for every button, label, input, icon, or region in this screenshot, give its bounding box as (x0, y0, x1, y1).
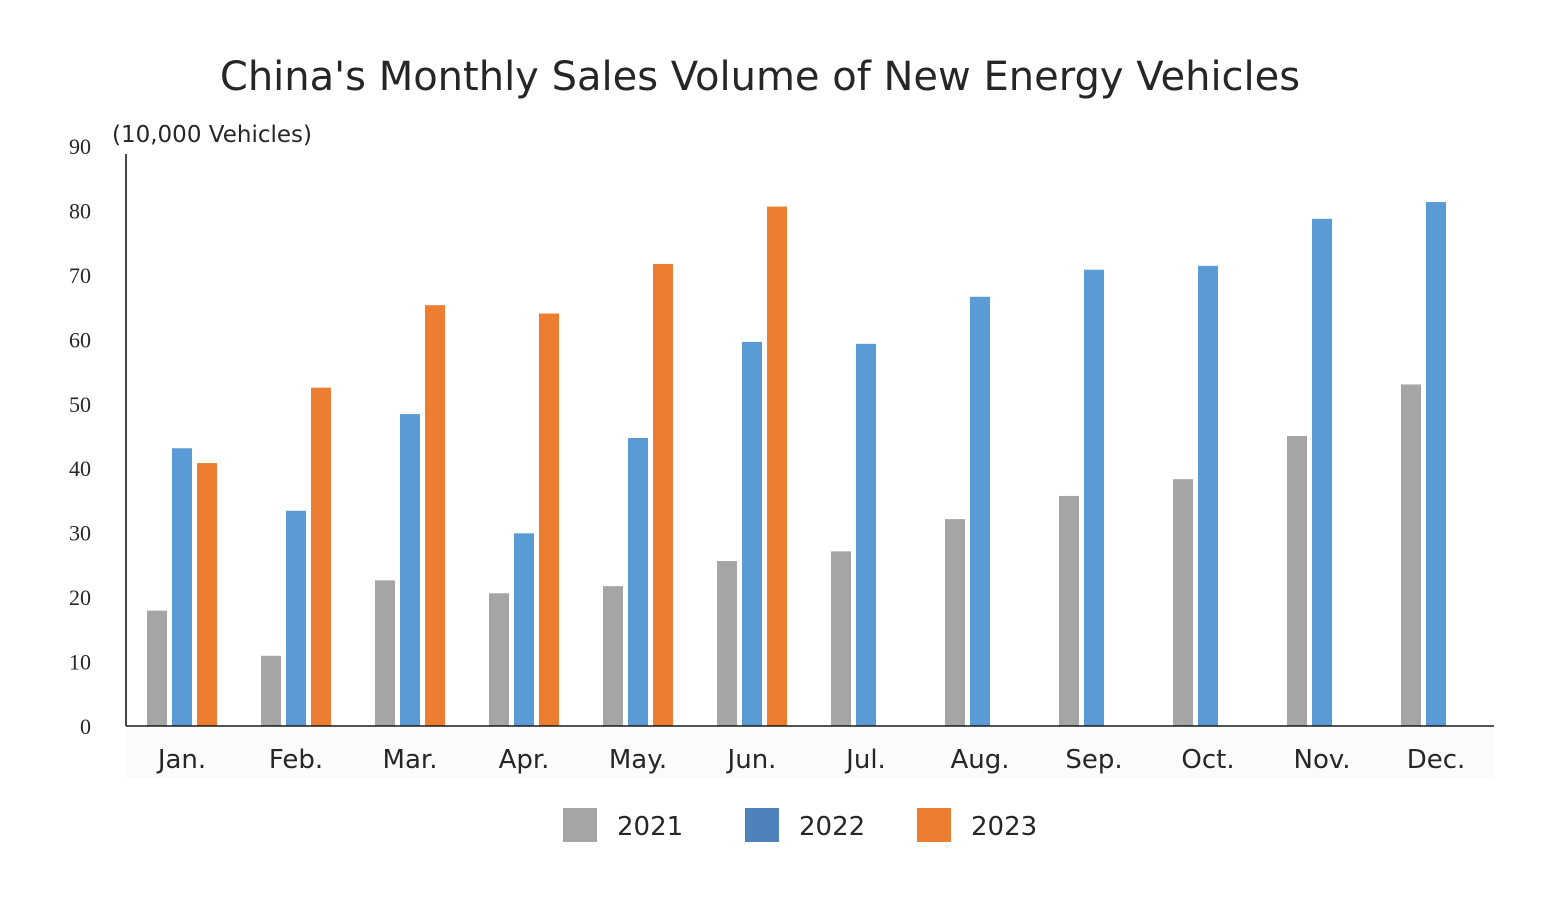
y-tick-label: 90 (69, 134, 91, 159)
bar-2022-aug (970, 296, 990, 726)
bar-2023-apr (539, 313, 559, 726)
legend: 2021 2022 2023 (563, 808, 1037, 842)
bar-2022-sep (1084, 269, 1104, 726)
bar-2022-may (628, 437, 648, 726)
bar-2022-dec (1426, 202, 1446, 727)
bar-2021-jul (831, 551, 851, 726)
bar-2022-feb (286, 510, 306, 726)
x-tick-label: Nov. (1294, 745, 1351, 775)
legend-label-2023: 2023 (971, 812, 1037, 842)
x-tick-label: May. (609, 745, 667, 775)
bar-2023-jun (767, 206, 787, 727)
y-axis-unit-label: (10,000 Vehicles) (112, 122, 312, 148)
x-tick-label: Sep. (1065, 745, 1122, 775)
bar-2022-mar (400, 414, 420, 726)
bar-2021-feb (261, 655, 281, 726)
bar-2022-apr (514, 533, 534, 726)
y-tick-label: 60 (69, 327, 91, 352)
legend-swatch-2023 (917, 808, 951, 842)
bar-2021-sep (1059, 495, 1079, 726)
x-tick-label: Jan. (156, 745, 206, 775)
y-tick-label: 30 (69, 521, 91, 546)
bar-2021-jan (147, 610, 167, 726)
legend-label-2021: 2021 (617, 812, 683, 842)
y-tick-label: 20 (69, 585, 91, 610)
bar-2021-mar (375, 580, 395, 726)
y-tick-label: 40 (69, 456, 91, 481)
plot-area: 0 10 20 30 40 50 60 70 80 90 Jan. Feb. Mar. Apr. May. J… (69, 134, 1494, 778)
bar-2022-jan (172, 448, 192, 726)
y-tick-label: 0 (80, 714, 91, 739)
y-tick-label: 50 (69, 392, 91, 417)
bar-2022-nov (1312, 218, 1332, 727)
legend-swatch-2021 (563, 808, 597, 842)
chart-title: China's Monthly Sales Volume of New Ener… (220, 54, 1300, 100)
y-tick-label: 70 (69, 263, 91, 288)
bar-2021-apr (489, 593, 509, 726)
bar-2022-oct (1198, 265, 1218, 726)
bar-2023-mar (425, 305, 445, 726)
y-tick-label: 10 (69, 650, 91, 675)
bar-2023-feb (311, 387, 331, 726)
y-tick-label: 80 (69, 198, 91, 223)
bar-2021-may (603, 586, 623, 726)
bar-2021-nov (1287, 436, 1307, 726)
x-tick-label: Jul. (844, 745, 886, 775)
bar-2021-dec (1401, 384, 1421, 726)
x-tick-label: Feb. (269, 745, 323, 775)
x-axis-label-band (126, 728, 1494, 778)
bar-2021-aug (945, 519, 965, 726)
x-tick-label: Aug. (950, 745, 1009, 775)
x-tick-label: Oct. (1181, 745, 1234, 775)
bar-2023-jan (197, 463, 217, 726)
x-tick-label: Mar. (383, 745, 438, 775)
legend-label-2022: 2022 (799, 812, 865, 842)
bar-2021-oct (1173, 479, 1193, 726)
x-tick-label: Dec. (1407, 745, 1466, 775)
bar-2022-jun (742, 341, 762, 726)
x-tick-label: Jun. (726, 745, 777, 775)
bar-2022-jul (856, 343, 876, 726)
legend-swatch-2022 (745, 808, 779, 842)
x-tick-label: Apr. (499, 745, 550, 775)
bar-2023-may (653, 263, 673, 726)
bar-2021-jun (717, 561, 737, 726)
